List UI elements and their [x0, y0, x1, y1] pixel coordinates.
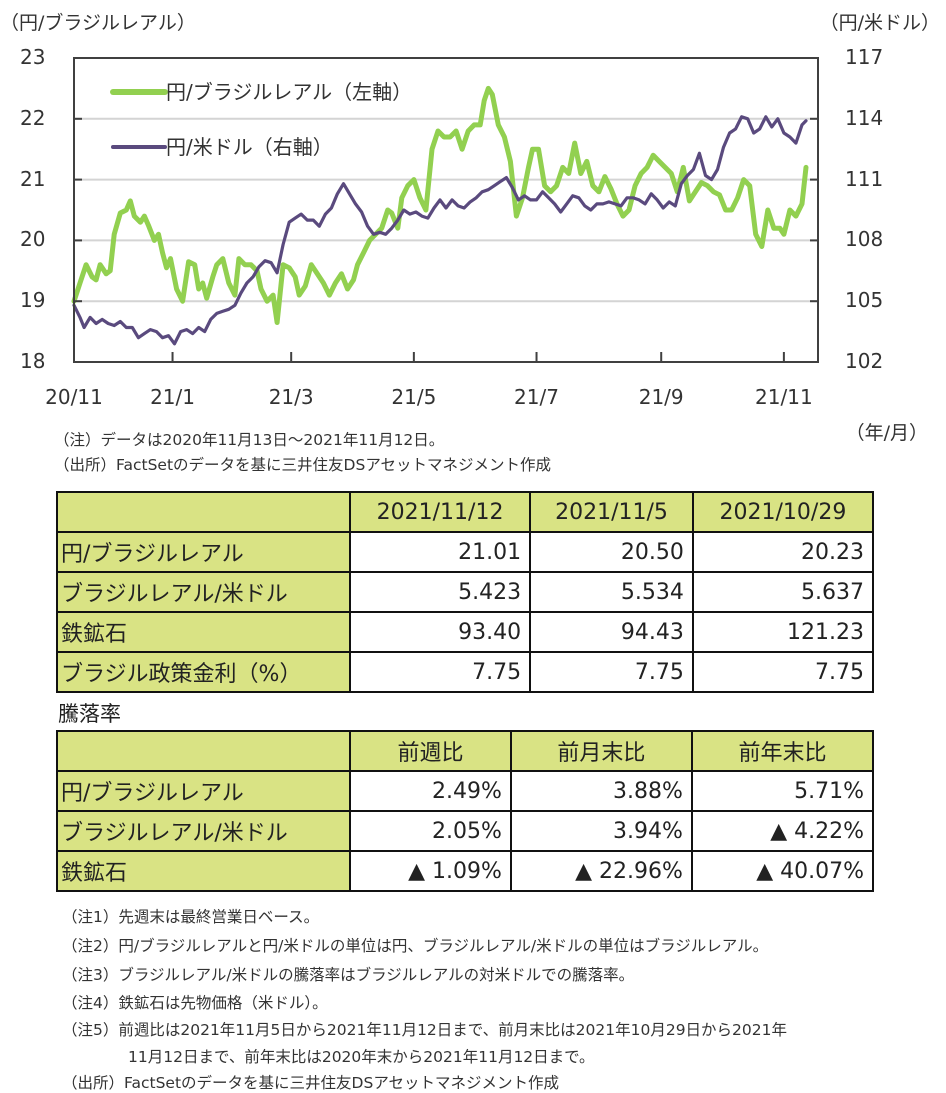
- chart-legend: 円/ブラジルレアル（左軸） 円/米ドル（右軸）: [110, 80, 412, 159]
- right-y-tick-label: 105: [845, 288, 884, 313]
- right-y-tick-label: 102: [845, 349, 884, 373]
- change-table-col-header: 前月末比: [509, 730, 693, 772]
- cell-value: 20.50: [529, 531, 694, 573]
- x-tick-label: 21/5: [391, 385, 437, 409]
- change-table-col-header: 前週比: [349, 730, 512, 772]
- plot-frame: [73, 57, 819, 363]
- cell-value: 21.01: [348, 531, 532, 573]
- series-line-jpy-usd: [72, 115, 808, 346]
- left-y-tick-label: 20: [20, 227, 46, 252]
- table-row: 鉄鉱石 ▲ 1.09% ▲ 22.96% ▲ 40.07%: [56, 850, 875, 892]
- x-tick-label: 21/11: [755, 385, 813, 409]
- cell-value: 3.88%: [509, 770, 693, 812]
- legend-label-brl: 円/ブラジルレアル（左軸）: [166, 80, 412, 104]
- price-table-header-row: 2021/11/12 2021/11/5 2021/10/29: [56, 491, 875, 533]
- change-rate-table: 前週比 前月末比 前年末比 円/ブラジルレアル 2.49% 3.88% 5.71…: [56, 730, 875, 892]
- right-axis-unit-label: （円/米ドル）: [819, 12, 940, 34]
- x-tick-label: 21/1: [150, 385, 195, 409]
- left-y-tick-label: 21: [20, 166, 46, 191]
- left-y-tick-label: 22: [20, 105, 46, 130]
- cell-value: 7.75: [529, 651, 694, 693]
- frame-layer: [73, 57, 819, 363]
- change-table-col-header: 前年末比: [690, 730, 875, 772]
- chart-note-source: （出所）FactSetのデータを基に三井住友DSアセットマネジメント作成: [54, 456, 552, 474]
- series-layer: [71, 85, 809, 346]
- cell-value: 2.49%: [349, 770, 512, 812]
- cell-value: 5.71%: [690, 770, 875, 812]
- cell-value: 121.23: [691, 611, 875, 653]
- cell-value: ▲ 22.96%: [509, 850, 693, 892]
- footnote-5: （注5）前週比は2021年11月5日から2021年11月12日まで、前月末比は2…: [62, 1021, 788, 1039]
- right-y-tick-label: 114: [845, 105, 884, 130]
- row-label: 鉄鉱石: [56, 611, 351, 653]
- left-y-tick-label: 19: [20, 288, 46, 313]
- right-y-tick-label: 108: [845, 227, 884, 252]
- table-row: 円/ブラジルレアル 2.49% 3.88% 5.71%: [56, 770, 875, 812]
- price-table-col-header: 2021/10/29: [691, 491, 875, 533]
- right-y-tick-label: 111: [845, 166, 884, 191]
- x-axis-unit-label: （年/月）: [845, 422, 928, 444]
- table-row: 円/ブラジルレアル 21.01 20.50 20.23: [56, 531, 875, 573]
- price-table-corner: [56, 491, 351, 533]
- legend-label-usd: 円/米ドル（右軸）: [166, 135, 333, 159]
- series-line-jpy-brl: [71, 85, 809, 325]
- cell-value: 7.75: [691, 651, 875, 693]
- change-section-label: 騰落率: [58, 702, 121, 726]
- left-axis-unit-label: （円/ブラジルレアル）: [0, 12, 196, 34]
- cell-value: 5.637: [691, 571, 875, 613]
- price-table: 2021/11/12 2021/11/5 2021/10/29 円/ブラジルレア…: [56, 491, 875, 693]
- cell-value: 3.94%: [509, 810, 693, 852]
- cell-value: 7.75: [348, 651, 532, 693]
- footnote-2: （注2）円/ブラジルレアルと円/米ドルの単位は円、ブラジルレアル/米ドルの単位は…: [62, 937, 769, 955]
- footnote-4: （注4）鉄鉱石は先物価格（米ドル）。: [62, 994, 328, 1012]
- footnote-5-continued: 11月12日まで、前年末比は2020年末から2021年11月12日まで。: [128, 1048, 595, 1066]
- change-table-corner: [56, 730, 351, 772]
- cell-value: 94.43: [529, 611, 694, 653]
- cell-value: 5.423: [348, 571, 532, 613]
- left-y-tick-label: 18: [20, 349, 46, 373]
- dual-axis-line-chart: 円/ブラジルレアル（左軸） 円/米ドル（右軸）: [71, 57, 819, 363]
- cell-value: 2.05%: [349, 810, 512, 852]
- x-tick-label: 21/9: [638, 385, 684, 409]
- left-y-tick-label: 23: [20, 45, 46, 69]
- grid-layer: [74, 117, 818, 303]
- cell-value: 20.23: [691, 531, 875, 573]
- change-table-header-row: 前週比 前月末比 前年末比: [56, 730, 875, 772]
- chart-note-data-period: （注）データは2020年11月13日～2021年11月12日。: [54, 431, 445, 449]
- table-row: ブラジル政策金利（%） 7.75 7.75 7.75: [56, 651, 875, 693]
- price-table-col-header: 2021/11/5: [529, 491, 694, 533]
- table-row: ブラジルレアル/米ドル 2.05% 3.94% ▲ 4.22%: [56, 810, 875, 852]
- x-tick-label: 21/7: [514, 385, 559, 409]
- x-tick-label: 20/11: [45, 385, 103, 409]
- right-y-tick-label: 117: [845, 45, 884, 69]
- cell-value: ▲ 40.07%: [690, 850, 875, 892]
- cell-value: ▲ 1.09%: [349, 850, 512, 892]
- cell-value: 93.40: [348, 611, 532, 653]
- row-label: 円/ブラジルレアル: [56, 531, 351, 573]
- row-label: ブラジル政策金利（%）: [56, 651, 351, 693]
- footnote-source: （出所）FactSetのデータを基に三井住友DSアセットマネジメント作成: [62, 1074, 560, 1092]
- row-label: 鉄鉱石: [56, 850, 351, 892]
- table-row: 鉄鉱石 93.40 94.43 121.23: [56, 611, 875, 653]
- cell-value: ▲ 4.22%: [690, 810, 875, 852]
- row-label: ブラジルレアル/米ドル: [56, 810, 351, 852]
- row-label: 円/ブラジルレアル: [56, 770, 351, 812]
- price-table-col-header: 2021/11/12: [348, 491, 532, 533]
- x-tick-label: 21/3: [268, 385, 314, 409]
- table-row: ブラジルレアル/米ドル 5.423 5.534 5.637: [56, 571, 875, 613]
- footnote-3: （注3）ブラジルレアル/米ドルの騰落率はブラジルレアルの対米ドルでの騰落率。: [62, 966, 635, 984]
- cell-value: 5.534: [529, 571, 694, 613]
- row-label: ブラジルレアル/米ドル: [56, 571, 351, 613]
- footnote-1: （注1）先週末は最終営業日ベース。: [62, 908, 320, 926]
